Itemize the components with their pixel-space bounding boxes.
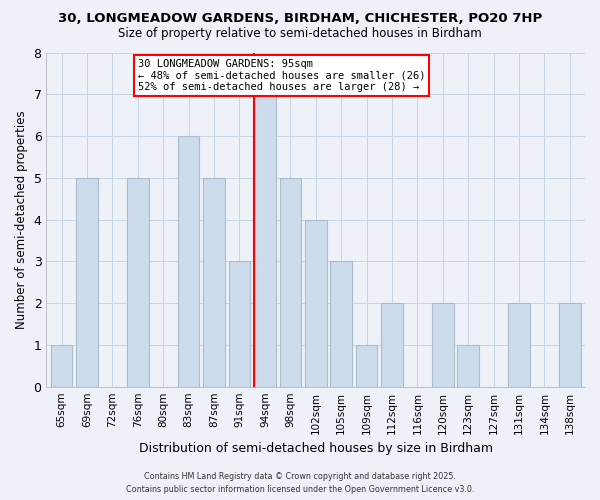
X-axis label: Distribution of semi-detached houses by size in Birdham: Distribution of semi-detached houses by … — [139, 442, 493, 455]
Bar — [280, 178, 301, 386]
Y-axis label: Number of semi-detached properties: Number of semi-detached properties — [15, 110, 28, 329]
Bar — [254, 94, 275, 387]
Bar — [331, 262, 352, 386]
Bar — [51, 345, 73, 387]
Bar — [178, 136, 199, 386]
Bar — [559, 303, 581, 386]
Bar — [457, 345, 479, 387]
Bar — [356, 345, 377, 387]
Bar — [203, 178, 225, 386]
Bar — [229, 262, 250, 386]
Text: Contains HM Land Registry data © Crown copyright and database right 2025.
Contai: Contains HM Land Registry data © Crown c… — [126, 472, 474, 494]
Bar — [432, 303, 454, 386]
Bar — [76, 178, 98, 386]
Bar — [381, 303, 403, 386]
Bar — [508, 303, 530, 386]
Bar — [127, 178, 149, 386]
Bar — [305, 220, 326, 386]
Text: 30, LONGMEADOW GARDENS, BIRDHAM, CHICHESTER, PO20 7HP: 30, LONGMEADOW GARDENS, BIRDHAM, CHICHES… — [58, 12, 542, 26]
Text: Size of property relative to semi-detached houses in Birdham: Size of property relative to semi-detach… — [118, 28, 482, 40]
Text: 30 LONGMEADOW GARDENS: 95sqm
← 48% of semi-detached houses are smaller (26)
52% : 30 LONGMEADOW GARDENS: 95sqm ← 48% of se… — [138, 59, 425, 92]
